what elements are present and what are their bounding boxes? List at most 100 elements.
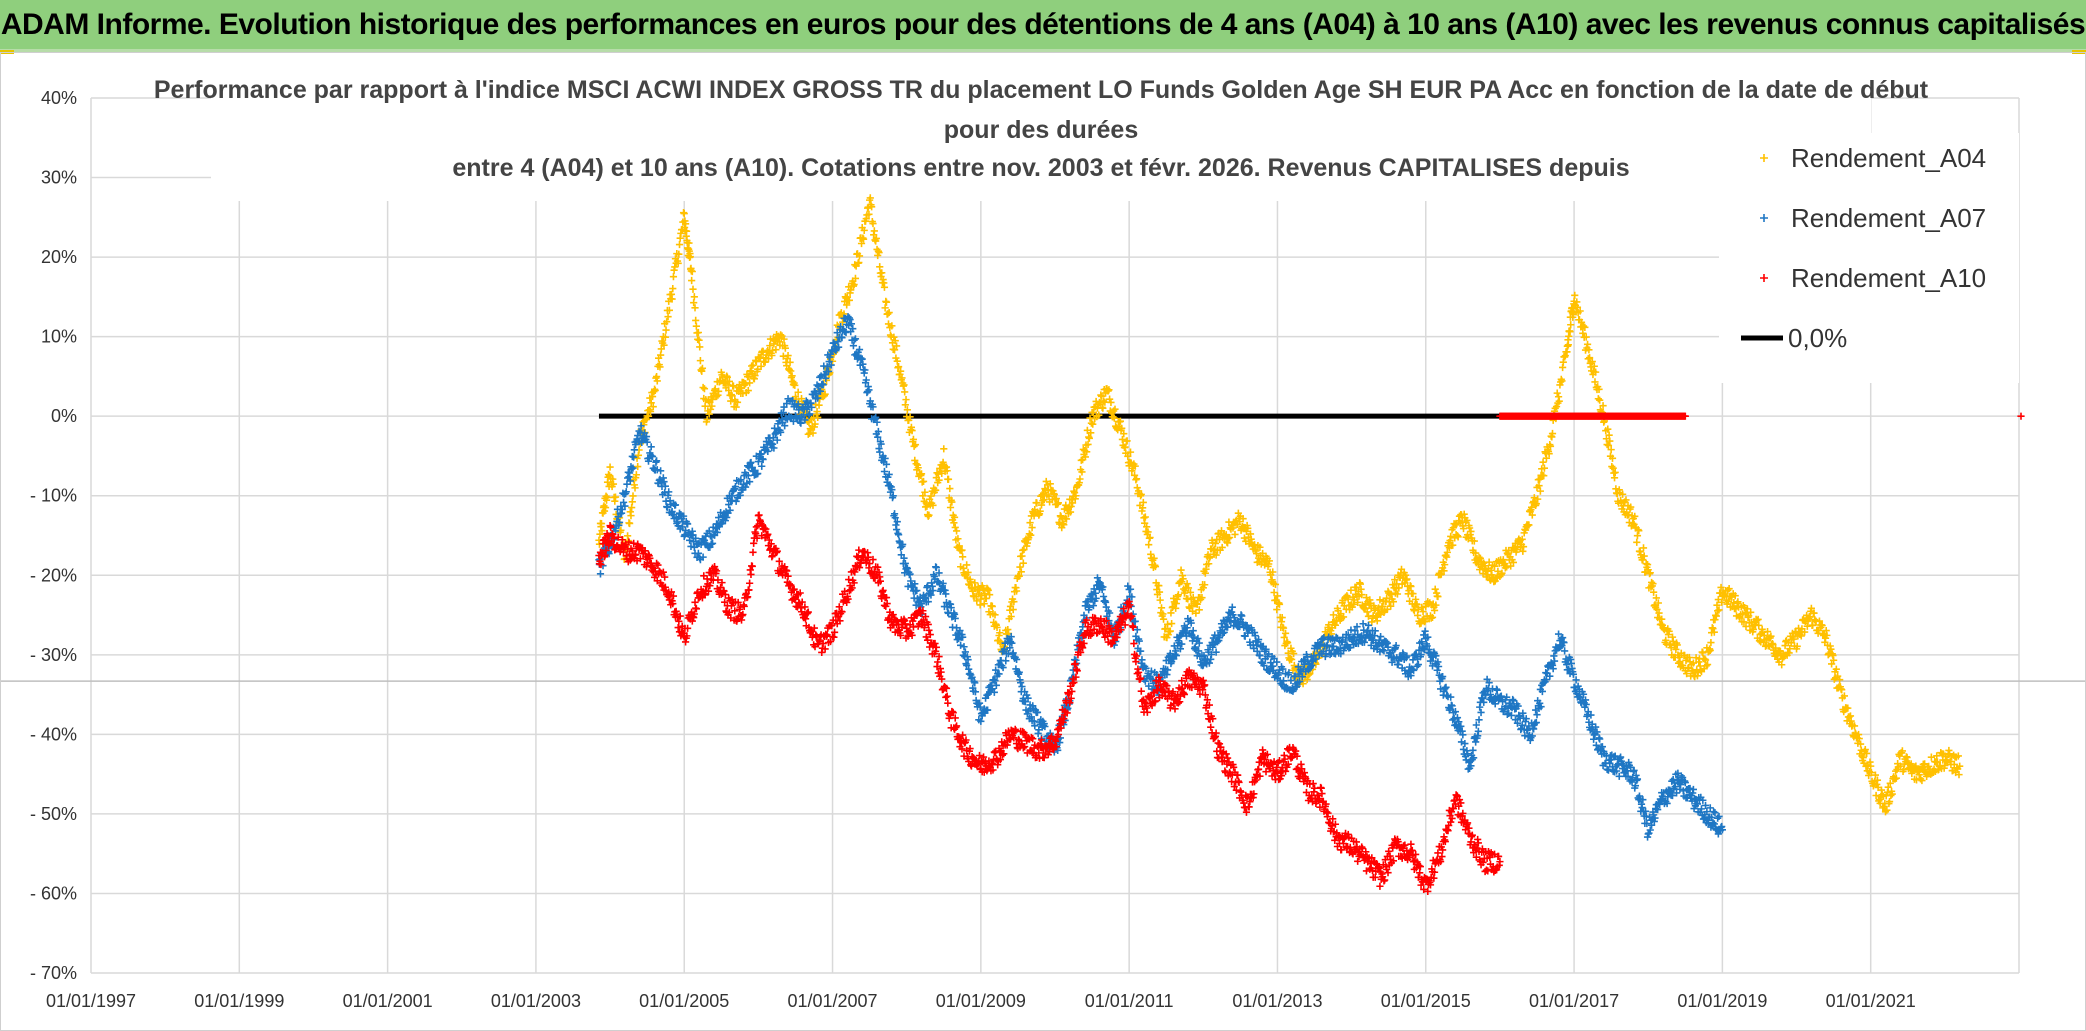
data-point [1358, 591, 1366, 599]
data-point [1268, 576, 1276, 584]
data-point [1186, 588, 1195, 597]
data-point [1110, 414, 1118, 422]
data-point [757, 362, 765, 370]
data-point [1031, 722, 1039, 730]
data-point [1389, 598, 1398, 606]
data-point [1344, 631, 1352, 639]
data-point [1594, 395, 1602, 403]
data-point [609, 480, 618, 488]
data-point [1159, 615, 1168, 623]
data-point [1532, 718, 1540, 727]
y-tick-label: - 30% [30, 645, 77, 665]
data-point [1339, 613, 1348, 621]
data-point [1469, 746, 1477, 754]
data-point [909, 435, 918, 443]
data-point [1329, 611, 1338, 619]
data-point [1501, 564, 1509, 572]
data-point [851, 261, 859, 269]
data-point [1273, 658, 1281, 666]
data-point [725, 386, 733, 394]
data-point [1393, 590, 1402, 598]
data-point [1036, 507, 1044, 515]
data-point [1646, 569, 1654, 577]
data-point [1054, 499, 1062, 507]
data-point [946, 503, 955, 512]
data-point [959, 633, 967, 641]
data-point [1749, 625, 1757, 634]
data-point [665, 306, 673, 314]
data-point [1239, 515, 1247, 523]
data-point [1448, 702, 1456, 710]
data-point [1344, 595, 1352, 603]
data-point [1592, 368, 1600, 376]
data-point [1898, 747, 1906, 755]
data-point [739, 389, 747, 398]
data-point [1485, 679, 1493, 687]
data-point [1810, 609, 1818, 617]
data-point [682, 227, 691, 235]
data-point [1491, 700, 1499, 708]
data-point [1171, 705, 1179, 713]
data-point [1449, 716, 1457, 724]
x-tick-label: 01/01/2021 [1826, 991, 1916, 1011]
data-point [1587, 711, 1595, 719]
data-point [912, 460, 920, 468]
data-point [1807, 604, 1815, 612]
data-point [1190, 633, 1198, 641]
data-point [728, 392, 736, 400]
data-point [814, 413, 822, 422]
data-point [1419, 607, 1427, 616]
data-point [744, 386, 752, 395]
data-point [1457, 722, 1465, 730]
data-point [754, 470, 762, 478]
data-point [1176, 645, 1184, 653]
data-point [741, 483, 750, 491]
data-point [1668, 791, 1677, 800]
data-point [1078, 468, 1086, 476]
data-point [971, 688, 980, 696]
data-point [694, 335, 702, 343]
data-point [1418, 603, 1426, 611]
data-point [1256, 652, 1264, 660]
data-point [708, 402, 716, 410]
data-point [1549, 665, 1557, 673]
data-point [991, 611, 999, 619]
data-point [627, 512, 635, 520]
data-point [835, 343, 843, 351]
data-point [770, 444, 778, 452]
data-point [1000, 645, 1009, 653]
data-point [951, 523, 959, 532]
data-point [1155, 588, 1164, 596]
data-point [1006, 644, 1014, 652]
data-point [1604, 766, 1613, 774]
data-point [1725, 585, 1733, 593]
data-point [1116, 417, 1124, 425]
data-point [953, 635, 961, 644]
data-point [1037, 501, 1046, 509]
data-point [1599, 402, 1607, 410]
data-point [917, 600, 926, 608]
data-point [1244, 524, 1252, 532]
data-point [1062, 515, 1071, 523]
data-point [1534, 495, 1542, 503]
data-point [1797, 632, 1805, 640]
data-point [1712, 612, 1720, 620]
data-point [785, 366, 793, 374]
data-point [1576, 307, 1584, 315]
data-point [957, 641, 965, 649]
data-point [986, 591, 994, 599]
data-point [1639, 796, 1647, 804]
data-point [1332, 633, 1340, 641]
data-point [1786, 645, 1794, 653]
data-point [692, 322, 700, 330]
data-point [921, 488, 929, 496]
data-point [901, 388, 909, 396]
data-point [1235, 778, 1243, 786]
chart-title-line: Performance par rapport à l'indice MSCI … [154, 76, 1929, 104]
data-point [1002, 657, 1010, 665]
data-point [1548, 429, 1557, 438]
data-point [1832, 665, 1840, 673]
data-point [784, 352, 792, 360]
data-point [1692, 654, 1700, 662]
data-point [809, 429, 817, 437]
